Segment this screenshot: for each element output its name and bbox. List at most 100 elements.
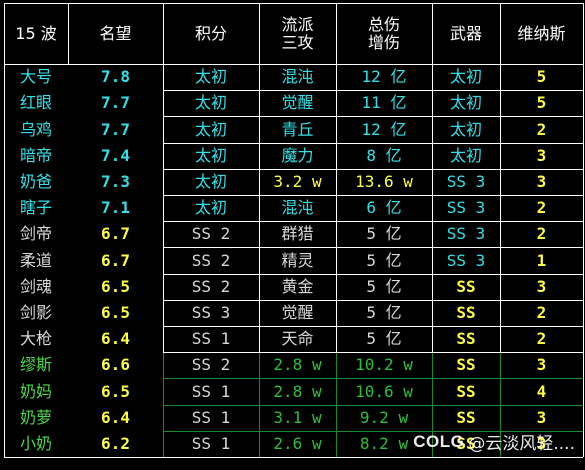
- grid-line: [68, 3, 69, 64]
- cell-points: SS 2: [191, 355, 231, 375]
- cell-fame: 6.2: [101, 434, 130, 454]
- cell-school: 青丘: [281, 119, 314, 139]
- grid-line: [583, 352, 584, 457]
- colg-logo: COLG: [413, 431, 465, 451]
- cell-school: 黄金: [281, 276, 314, 296]
- grid-line: [163, 352, 583, 354]
- cell-venus: 2: [536, 329, 547, 349]
- cell-weapon: SS 3: [446, 250, 486, 270]
- cell-points: SS 3: [191, 303, 231, 323]
- grid-line: [163, 3, 164, 353]
- grid-line: [163, 116, 583, 118]
- cell-venus: 1: [536, 250, 547, 270]
- cell-damage: 9.2 w: [359, 407, 409, 427]
- cell-weapon: 太初: [449, 93, 482, 113]
- cell-venus: 3: [536, 172, 547, 192]
- cell-name: 缪斯: [19, 355, 52, 375]
- cell-school: 2.8 w: [273, 381, 322, 401]
- cell-damage: 10.2 w: [355, 355, 413, 375]
- cell-fame: 6.6: [101, 355, 130, 375]
- cell-points: SS 1: [191, 434, 231, 454]
- grid-line: [163, 195, 583, 196]
- cell-school: 精灵: [281, 250, 314, 270]
- header-damage-line: 增伤: [367, 32, 400, 52]
- grid-line: [163, 273, 583, 275]
- cell-fame: 7.3: [101, 172, 130, 192]
- cell-weapon: SS: [456, 434, 476, 454]
- cell-name: 乌鸡: [19, 119, 52, 139]
- header-venus: 维纳斯: [500, 3, 583, 64]
- cell-name: 暗帝: [19, 145, 52, 165]
- header-wave: 15 波: [4, 3, 68, 64]
- cell-venus: 3: [536, 407, 547, 427]
- cell-weapon: SS: [456, 303, 476, 323]
- cell-damage: 5 亿: [366, 250, 402, 270]
- cell-points: SS 2: [191, 276, 231, 296]
- cell-damage: 11 亿: [361, 93, 407, 113]
- cell-points: 太初: [194, 67, 227, 87]
- grid-line: [163, 378, 583, 380]
- grid-line: [336, 352, 337, 457]
- header-school: 流派 三攻: [259, 3, 336, 64]
- cell-fame: 6.5: [101, 303, 130, 323]
- cell-school: 天命: [281, 329, 314, 349]
- cell-weapon: 太初: [449, 145, 482, 165]
- cell-venus: 2: [536, 198, 547, 218]
- header-weapon-line: 武器: [449, 23, 482, 43]
- cell-fame: 7.4: [101, 145, 130, 165]
- cell-fame: 7.8: [101, 67, 130, 87]
- cell-points: SS 1: [191, 329, 231, 349]
- cell-weapon: SS: [456, 381, 476, 401]
- grid-line: [432, 352, 433, 457]
- cell-venus: 3: [536, 355, 547, 375]
- cell-weapon: SS 3: [446, 172, 486, 192]
- cell-points: 太初: [194, 172, 227, 192]
- header-points-line: 积分: [194, 23, 227, 43]
- cell-damage: 8.2 w: [359, 434, 409, 454]
- grid-line: [163, 221, 583, 223]
- cell-points: 太初: [194, 145, 227, 165]
- cell-venus: 3: [536, 145, 547, 165]
- cell-damage: 13.6 w: [355, 172, 413, 192]
- cell-venus: 3: [536, 434, 547, 454]
- grid-line: [163, 404, 583, 406]
- cell-venus: 4: [536, 381, 547, 401]
- cell-fame: 6.7: [101, 224, 130, 244]
- cell-school: 觉醒: [281, 303, 314, 323]
- grid-line: [4, 64, 583, 65]
- cell-fame: 6.5: [101, 276, 130, 296]
- cell-school: 3.1 w: [273, 407, 322, 427]
- cell-fame: 7.1: [101, 198, 130, 218]
- grid-line: [583, 3, 584, 353]
- cell-school: 混沌: [281, 198, 314, 218]
- header-damage-line: 总伤: [367, 14, 400, 34]
- cell-damage: 5 亿: [366, 329, 402, 349]
- cell-damage: 12 亿: [361, 67, 407, 87]
- grid-line: [500, 3, 501, 353]
- cell-fame: 6.4: [101, 407, 130, 427]
- cell-school: 2.8 w: [273, 355, 322, 375]
- cell-damage: 6 亿: [366, 198, 402, 218]
- cell-weapon: 太初: [449, 67, 482, 87]
- header-damage: 总伤 增伤: [336, 3, 432, 64]
- cell-points: 太初: [194, 93, 227, 113]
- grid-line: [4, 352, 5, 457]
- header-school-line: 流派: [281, 14, 314, 34]
- cell-name: 大枪: [19, 329, 52, 349]
- grid-line: [4, 457, 583, 458]
- cell-venus: 2: [536, 303, 547, 323]
- cell-points: SS 1: [191, 381, 231, 401]
- cell-venus: 5: [536, 67, 547, 87]
- cell-points: 太初: [194, 198, 227, 218]
- cell-name: 柔道: [19, 250, 52, 270]
- cell-weapon: SS 3: [446, 224, 486, 244]
- cell-weapon: SS 3: [446, 198, 486, 218]
- grid-line: [336, 3, 337, 353]
- grid-line: [4, 3, 5, 353]
- grid-line: [163, 247, 583, 249]
- cell-weapon: SS: [456, 407, 476, 427]
- cell-school: 2.6 w: [273, 434, 322, 454]
- cell-name: 奶萝: [19, 407, 52, 427]
- grid-line: [4, 3, 583, 4]
- cell-name: 剑影: [19, 303, 52, 323]
